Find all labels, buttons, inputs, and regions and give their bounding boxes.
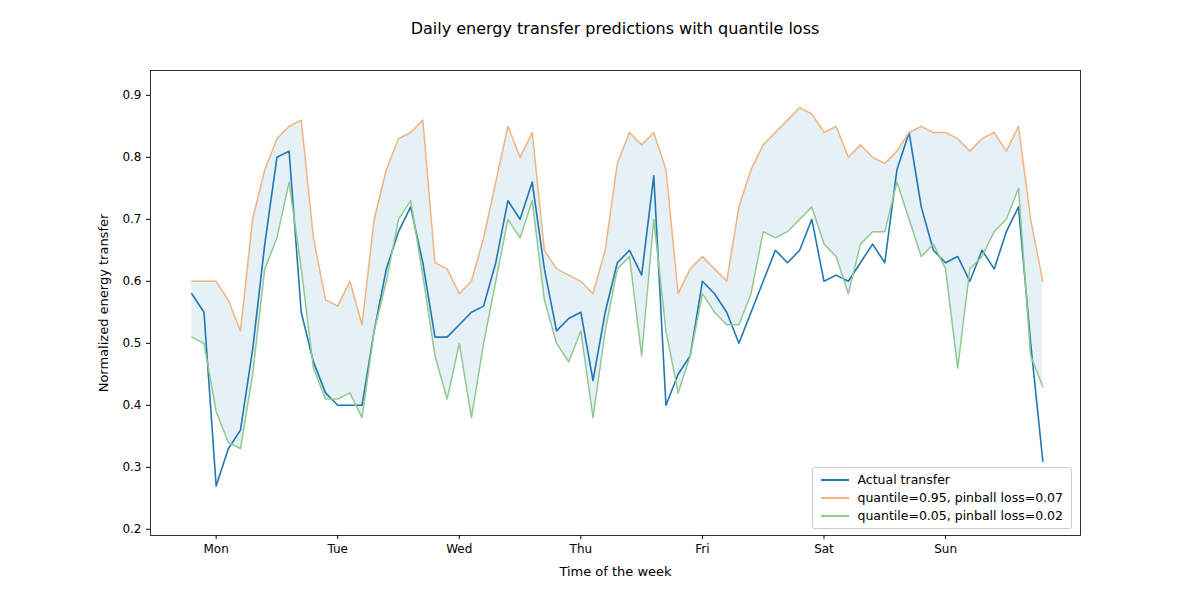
html-text:quantile=0.05, pinball loss=0.: quantile=0.05, pinball loss=0.02 [857,508,1063,523]
svg-text:Thu: Thu [569,542,593,556]
html-text:Daily energy transfer predicti: Daily energy transfer predictions with q… [410,19,820,38]
svg-text:Sun: Sun [934,542,957,556]
svg-text:Wed: Wed [446,542,472,556]
svg-text:Fri: Fri [695,542,709,556]
svg-text:Normalized energy transfer: Normalized energy transfer [96,213,111,392]
html-text:quantile=0.95, pinball loss=0.: quantile=0.95, pinball loss=0.07 [857,490,1063,505]
svg-text:0.8: 0.8 [122,150,141,164]
svg-text:0.4: 0.4 [122,398,141,412]
svg-text:Mon: Mon [203,542,228,556]
html-text:Actual transfer: Actual transfer [857,472,950,487]
svg-text:0.9: 0.9 [122,88,141,102]
svg-text:0.2: 0.2 [122,522,141,536]
svg-text:0.5: 0.5 [122,336,141,350]
svg-text:0.3: 0.3 [122,460,141,474]
svg-text:Time of the week: Time of the week [558,564,672,579]
svg-text:0.6: 0.6 [122,274,141,288]
svg-text:Tue: Tue [326,542,348,556]
svg-text:Sat: Sat [814,542,834,556]
svg-text:0.7: 0.7 [122,212,141,226]
